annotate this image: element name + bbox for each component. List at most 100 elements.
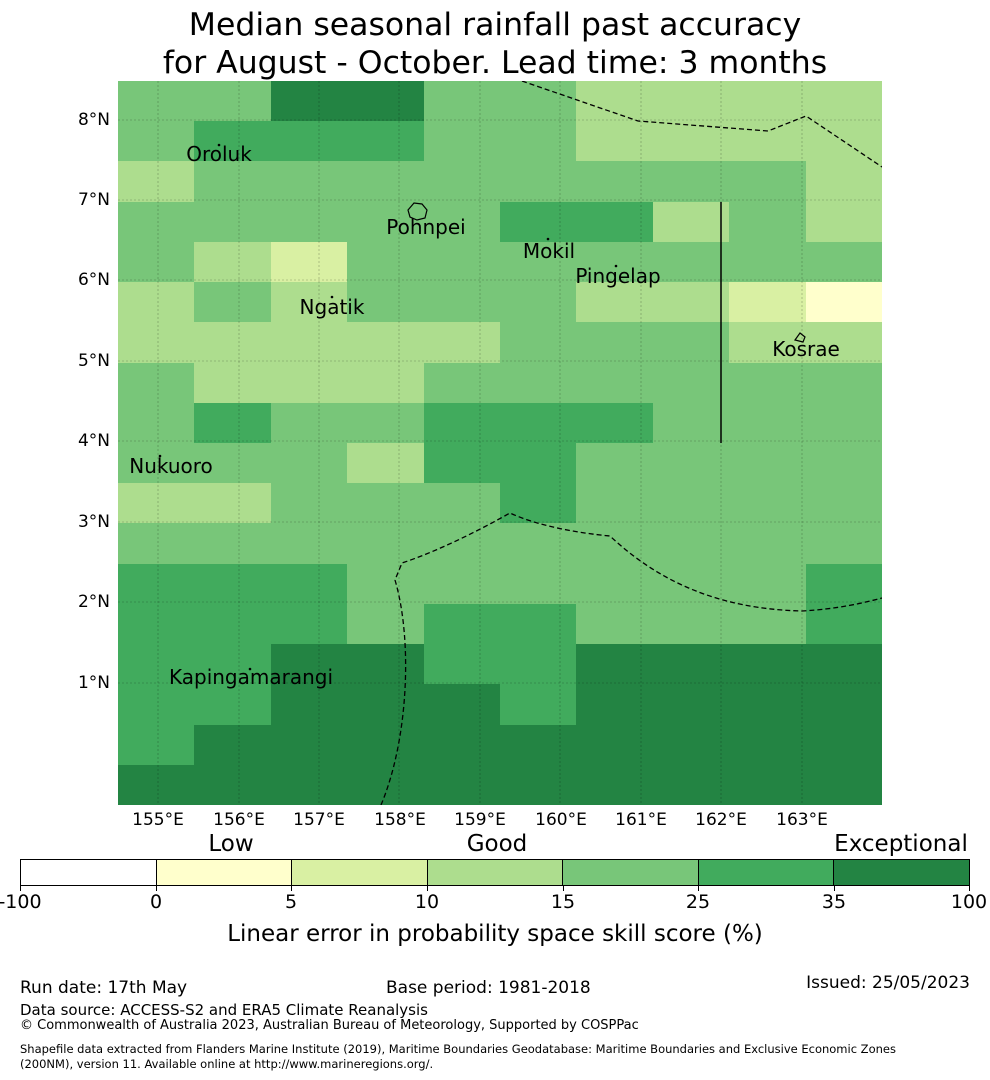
place-label-ngatik: Ngatik [299, 295, 365, 319]
island-outlines [158, 143, 806, 671]
skill-grid-cell [271, 242, 348, 283]
skill-grid-cell [118, 483, 195, 524]
skill-grid-cell [806, 483, 882, 524]
skill-grid-cell [806, 725, 882, 766]
skill-grid-cell [806, 684, 882, 726]
skill-grid-cell [271, 523, 348, 565]
colorbar-tick-label: -100 [0, 891, 42, 913]
skill-grid-cell [194, 604, 272, 645]
skill-grid-cell [424, 363, 501, 404]
skill-grid-cell [347, 644, 425, 685]
colorbar-tick [969, 886, 970, 891]
colorbar-tick [834, 886, 835, 891]
lon-tick-label-161e: 161°E [615, 810, 667, 830]
skill-grid-cell [500, 725, 577, 766]
skill-grid-cell [347, 363, 425, 404]
skill-grid-cell [576, 483, 654, 524]
skill-grid-cell [653, 684, 730, 726]
skill-grid-cell [194, 523, 272, 565]
lat-tick-label-7n: 7°N [77, 190, 110, 210]
skill-grid-cell [729, 483, 807, 524]
lon-tick-label-160e: 160°E [535, 810, 587, 830]
skill-grid-cell [424, 483, 501, 524]
skill-grid-cell [194, 684, 272, 726]
skill-grid-cell [194, 81, 272, 122]
skill-grid-cell [347, 564, 425, 605]
skill-grid-cell [806, 443, 882, 484]
colorbar-tick-label: 10 [414, 891, 440, 913]
colorbar-tick [20, 886, 21, 891]
skill-grid-cell [729, 523, 807, 565]
skill-grid-cell [271, 202, 348, 243]
place-label-pohnpei: Pohnpei [386, 215, 466, 239]
base-period: Base period: 1981-2018 [386, 978, 591, 998]
skill-grid-cell [653, 604, 730, 645]
pingelap-atoll [614, 264, 618, 268]
skill-grid-cell [576, 725, 654, 766]
skill-grid-cell [271, 161, 348, 203]
colorbar-segment [21, 860, 157, 885]
skill-grid-cell [424, 161, 501, 203]
skill-grid-cell [424, 604, 501, 645]
eez-boundary-south [380, 512, 882, 805]
skill-grid-cell [347, 765, 425, 805]
skill-grid-cell [729, 121, 807, 162]
oroluk-atoll [217, 143, 221, 147]
skill-grid-cell [194, 403, 272, 444]
skill-grid-cell [347, 725, 425, 766]
colorbar-tick-label: 5 [284, 891, 298, 913]
skill-grid-cell [500, 242, 577, 283]
lat-tick-label-5n: 5°N [77, 351, 110, 371]
skill-grid-cell [729, 443, 807, 484]
skill-grid-cell [118, 322, 195, 364]
skill-grid-cell [347, 161, 425, 203]
skill-grid-cell [347, 121, 425, 162]
lon-tick-label-158e: 158°E [374, 810, 426, 830]
skill-grid-cell [653, 202, 730, 243]
skill-grid-cell [424, 282, 501, 323]
colorbar-segment [156, 860, 293, 885]
lon-tick-label-157e: 157°E [293, 810, 345, 830]
mokil-atoll [546, 237, 550, 241]
colorbar-tick [291, 886, 292, 891]
skill-grid-cell [576, 242, 654, 283]
skill-grid-cell [118, 765, 195, 805]
skill-grid-cell [118, 403, 195, 444]
skill-grid-cell [576, 765, 654, 805]
skill-grid-cell [118, 202, 195, 243]
colorbar-tick [563, 886, 564, 891]
skill-grid-cell [729, 684, 807, 726]
lon-tick-label-163e: 163°E [776, 810, 828, 830]
skill-grid-cell [424, 644, 501, 685]
colorbar-tick [427, 886, 428, 891]
skill-grid-cell [118, 443, 195, 484]
skill-grid-cell [424, 443, 501, 484]
skill-grid-cell [118, 725, 195, 766]
skill-grid-cell [653, 403, 730, 444]
skill-grid-cell [194, 363, 272, 404]
skill-grid-cell [118, 363, 195, 404]
skill-grid-cell [653, 523, 730, 565]
place-label-kosrae: Kosrae [772, 337, 840, 361]
skill-grid-cell [729, 81, 807, 122]
skill-grid-cell [347, 81, 425, 122]
skill-grid-cell [729, 242, 807, 283]
skill-grid-cell [424, 322, 501, 364]
skill-grid-cell [347, 443, 425, 484]
skill-grid-cell [271, 282, 348, 323]
skill-grid-cell [576, 161, 654, 203]
skill-grid-cell [653, 644, 730, 685]
skill-grid-cell [653, 725, 730, 766]
colorbar-segment [563, 860, 699, 885]
skill-grid-cell [347, 242, 425, 283]
skill-grid-cell [653, 363, 730, 404]
skill-grid-cell [424, 725, 501, 766]
skill-grid-cell [729, 363, 807, 404]
colorbar-tick-label: 0 [149, 891, 163, 913]
skill-grid-cell [806, 604, 882, 645]
title-line-2: for August - October. Lead time: 3 month… [162, 45, 828, 81]
skill-grid-cell [194, 121, 272, 162]
skill-grid-cell [500, 121, 577, 162]
skill-grid-cell [576, 684, 654, 726]
skill-grid-cell [347, 523, 425, 565]
